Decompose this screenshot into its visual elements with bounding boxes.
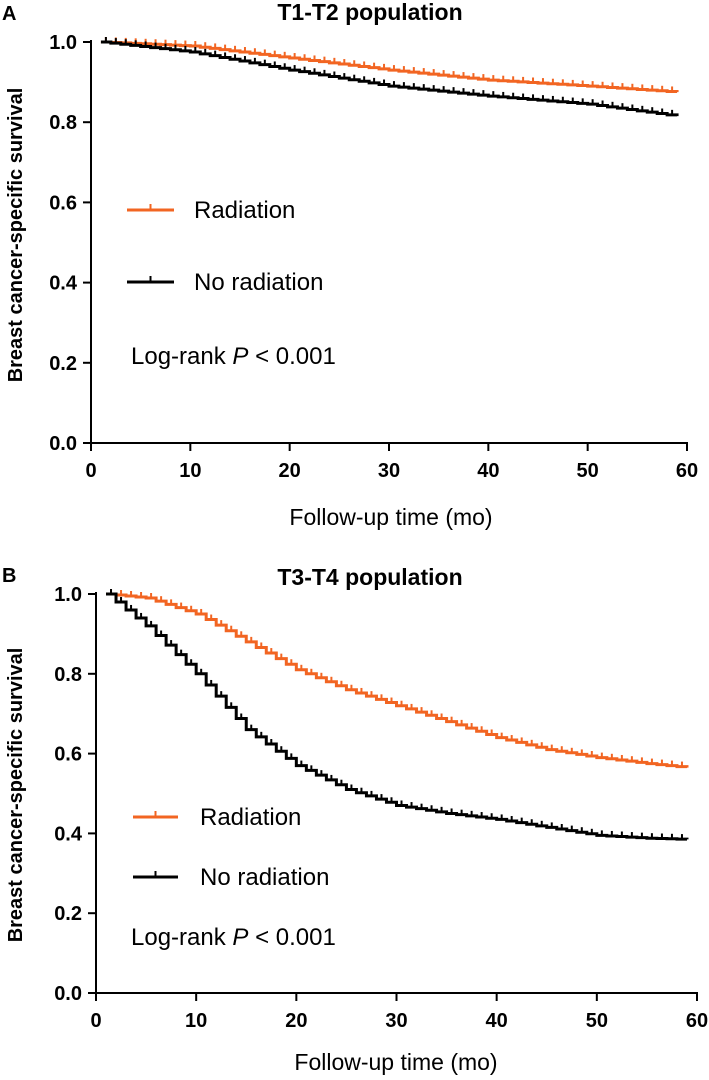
y-tick-label: 0.0 (49, 433, 77, 455)
panel-letter: A (2, 3, 16, 25)
logrank-annotation: Log-rank P < 0.001 (131, 924, 336, 951)
x-axis-title: Follow-up time (mo) (289, 504, 492, 530)
y-tick-label: 0.6 (49, 192, 77, 214)
y-tick-label: 0.8 (54, 664, 82, 686)
y-tick-label: 0.6 (54, 744, 82, 766)
legend-label-no-radiation: No radiation (194, 269, 323, 296)
survival-curve-radiation (106, 592, 689, 769)
x-tick-label: 20 (285, 1010, 307, 1032)
y-axis-title: Breast cancer-specific survival (5, 648, 27, 943)
y-tick-label: 1.0 (49, 32, 77, 54)
survival-curve-no-radiation (106, 592, 689, 841)
chart-panel-b: B T3-T4 population 0.0 0.2 0.4 0.6 0.8 1.0 0 10 20… (2, 564, 708, 1075)
chart-title: T3-T4 population (277, 564, 462, 590)
x-axis-title: Follow-up time (mo) (294, 1049, 497, 1075)
y-axis-title: Breast cancer-specific survival (5, 88, 27, 383)
panel-letter: B (2, 565, 16, 587)
x-tick-label: 40 (477, 460, 499, 482)
legend-label-radiation: Radiation (194, 197, 295, 224)
chart-panel-a: A T1-T2 population 0.0 0.2 0.4 0.6 0.8 1.0 0 10 20… (2, 0, 698, 530)
x-tick-label: 10 (179, 460, 201, 482)
y-tick-label: 1.0 (54, 584, 82, 606)
x-tick-label: 50 (577, 460, 599, 482)
survival-curve-no-radiation (100, 40, 679, 117)
logrank-p: P (232, 924, 248, 951)
y-tick-label: 0.8 (49, 112, 77, 134)
legend-label-radiation: Radiation (200, 804, 301, 831)
x-tick-label: 0 (85, 460, 96, 482)
y-tick-label: 0.4 (49, 273, 78, 295)
chart-title: T1-T2 population (277, 0, 462, 25)
logrank-suffix: < 0.001 (248, 924, 335, 951)
logrank-prefix: Log-rank (131, 343, 232, 370)
x-tick-label: 0 (90, 1010, 101, 1032)
survival-curve-radiation (100, 40, 679, 93)
legend-label-no-radiation: No radiation (200, 864, 329, 891)
y-tick-label: 0.2 (49, 353, 77, 375)
logrank-suffix: < 0.001 (248, 343, 335, 370)
x-tick-label: 40 (486, 1010, 508, 1032)
x-tick-label: 30 (378, 460, 400, 482)
x-tick-label: 30 (385, 1010, 407, 1032)
x-tick-label: 60 (686, 1010, 708, 1032)
logrank-annotation: Log-rank P < 0.001 (131, 343, 336, 370)
x-tick-label: 20 (279, 460, 301, 482)
x-tick-label: 50 (586, 1010, 608, 1032)
logrank-p: P (232, 343, 248, 370)
x-tick-label: 10 (185, 1010, 207, 1032)
x-tick-label: 60 (676, 460, 698, 482)
logrank-prefix: Log-rank (131, 924, 232, 951)
y-tick-label: 0.4 (54, 823, 83, 845)
y-tick-label: 0.2 (54, 903, 82, 925)
y-tick-label: 0.0 (54, 983, 82, 1005)
